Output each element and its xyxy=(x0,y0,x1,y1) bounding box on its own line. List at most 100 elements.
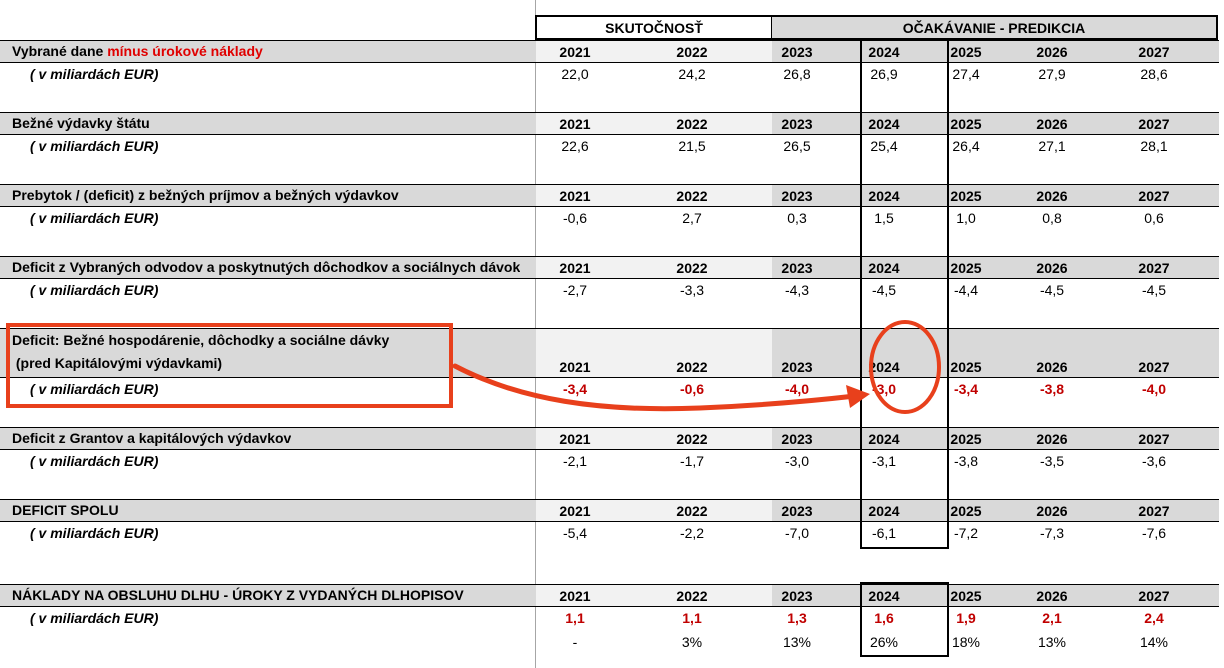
value-cell: -3,6 xyxy=(1141,453,1167,469)
year-header-cell: 2027 xyxy=(1138,431,1170,447)
section-title-line1: Deficit: Bežné hospodárenie, dôchodky a … xyxy=(12,332,390,348)
value-cell: -3,4 xyxy=(562,381,588,397)
actual-columns-shade xyxy=(536,585,772,606)
section-title: Vybrané dane mínus úrokové náklady xyxy=(12,42,263,60)
value-row: ( v miliardách EUR) -2,7 -3,3 -4,3 -4,5 -4,4 -… xyxy=(0,279,1219,303)
value-cell: -3,8 xyxy=(953,453,979,469)
year-header-cell: 2021 xyxy=(559,44,591,60)
actual-columns-shade xyxy=(536,500,772,521)
value-cell: 24,2 xyxy=(678,66,706,82)
year-header-cell: 2024 xyxy=(868,588,900,604)
value-cell: 26,9 xyxy=(870,66,898,82)
year-header-cell: 2022 xyxy=(676,44,708,60)
value-cell: 2,1 xyxy=(1042,610,1062,626)
group-header-row: SKUTOČNOSŤ OČAKÁVANIE - PREDIKCIA xyxy=(535,15,1219,40)
value-cell: 27,4 xyxy=(952,66,980,82)
value-cell: 1,6 xyxy=(874,610,894,626)
year-header-cell: 2021 xyxy=(559,359,591,375)
year-header-cell: 2026 xyxy=(1036,116,1068,132)
value-cell: -7,2 xyxy=(953,525,979,541)
year-header-cell: 2025 xyxy=(950,116,982,132)
growth-row: - 3% 13% 26% 18% 13% 14% xyxy=(0,631,1219,655)
section-title: DEFICIT SPOLU xyxy=(12,502,119,518)
value-cell: 1,9 xyxy=(956,610,976,626)
value-cell: -4,0 xyxy=(1141,381,1167,397)
value-cell: -1,7 xyxy=(679,453,705,469)
value-row: ( v miliardách EUR) -3,4 -0,6 -4,0 -3,0 -3,4 -… xyxy=(0,378,1219,402)
year-header-cell: 2025 xyxy=(950,359,982,375)
unit-label: ( v miliardách EUR) xyxy=(30,525,159,541)
value-row: ( v miliardách EUR) 1,1 1,1 1,3 1,6 1,9 2,1 2,4 xyxy=(0,607,1219,631)
actual-columns-shade xyxy=(536,41,772,62)
year-header-cell: 2022 xyxy=(676,116,708,132)
unit-label: ( v miliardách EUR) xyxy=(30,453,159,469)
year-header-cell: 2024 xyxy=(868,503,900,519)
value-cell: -4,4 xyxy=(953,282,979,298)
value-cell: -2,1 xyxy=(562,453,588,469)
year-header-cell: 2021 xyxy=(559,188,591,204)
value-cell: 27,9 xyxy=(1038,66,1066,82)
value-cell: -3,5 xyxy=(1039,453,1065,469)
unit-label: ( v miliardách EUR) xyxy=(30,381,159,397)
section-header-row: Deficit: Bežné hospodárenie, dôchodky a … xyxy=(0,328,1219,378)
actual-columns-shade xyxy=(536,257,772,278)
value-cell: 26,8 xyxy=(783,66,811,82)
value-cell: 2,7 xyxy=(682,210,702,226)
value-cell: -5,4 xyxy=(562,525,588,541)
value-row: ( v miliardách EUR) -0,6 2,7 0,3 1,5 1,0 0,8 0,… xyxy=(0,207,1219,231)
unit-label: ( v miliardách EUR) xyxy=(30,282,159,298)
value-cell: -3,0 xyxy=(871,381,897,397)
year-header-cell: 2026 xyxy=(1036,503,1068,519)
section-title: Deficit z Grantov a kapitálových výdavko… xyxy=(12,430,292,446)
year-header-cell: 2027 xyxy=(1138,188,1170,204)
section-header-row: Vybrané dane mínus úrokové náklady 2021 20… xyxy=(0,40,1219,63)
year-header-cell: 2022 xyxy=(676,188,708,204)
actual-columns-shade xyxy=(536,185,772,206)
value-cell: 0,8 xyxy=(1042,210,1062,226)
group-header-prediction: OČAKÁVANIE - PREDIKCIA xyxy=(771,15,1218,40)
section-title-text: Vybrané dane xyxy=(12,43,108,59)
value-row: ( v miliardách EUR) 22,6 21,5 26,5 25,4 26,4 2… xyxy=(0,135,1219,159)
section-title: Deficit: Bežné hospodárenie, dôchodky a … xyxy=(12,329,389,375)
value-row: ( v miliardách EUR) 22,0 24,2 26,8 26,9 27,4 2… xyxy=(0,63,1219,87)
value-cell: -7,6 xyxy=(1141,525,1167,541)
year-header-cell: 2026 xyxy=(1036,44,1068,60)
year-header-cell: 2026 xyxy=(1036,431,1068,447)
value-cell: -2,7 xyxy=(562,282,588,298)
value-cell: 1,3 xyxy=(787,610,807,626)
year-header-cell: 2024 xyxy=(868,188,900,204)
section-header-row: Deficit z Grantov a kapitálových výdavko… xyxy=(0,427,1219,450)
section-header-row: Deficit z Vybraných odvodov a poskytnutý… xyxy=(0,256,1219,279)
year-header-cell: 2025 xyxy=(950,503,982,519)
value-cell: 1,1 xyxy=(565,610,585,626)
year-header-cell: 2027 xyxy=(1138,260,1170,276)
year-header-cell: 2026 xyxy=(1036,260,1068,276)
value-cell: 28,6 xyxy=(1140,66,1168,82)
section-header-row: Bežné výdavky štátu 2021 2022 2023 2024 2025 2… xyxy=(0,112,1219,135)
value-cell: -0,6 xyxy=(679,381,705,397)
year-header-cell: 2024 xyxy=(868,359,900,375)
value-cell: -4,5 xyxy=(871,282,897,298)
value-cell: -3,1 xyxy=(871,453,897,469)
value-cell: 21,5 xyxy=(678,138,706,154)
year-header-cell: 2025 xyxy=(950,431,982,447)
value-cell: 22,0 xyxy=(561,66,589,82)
section-title-highlight: mínus úrokové náklady xyxy=(107,43,263,59)
growth-cell: - xyxy=(572,634,578,650)
year-header-cell: 2027 xyxy=(1138,588,1170,604)
year-header-cell: 2021 xyxy=(559,431,591,447)
year-header-cell: 2025 xyxy=(950,188,982,204)
unit-label: ( v miliardách EUR) xyxy=(30,610,159,626)
year-header-cell: 2023 xyxy=(781,431,813,447)
year-header-cell: 2022 xyxy=(676,503,708,519)
growth-cell: 26% xyxy=(869,634,899,650)
section-header-row: Prebytok / (deficit) z bežných príjmov a… xyxy=(0,184,1219,207)
value-cell: 22,6 xyxy=(561,138,589,154)
year-header-cell: 2026 xyxy=(1036,359,1068,375)
value-cell: 26,5 xyxy=(783,138,811,154)
year-header-cell: 2027 xyxy=(1138,359,1170,375)
value-row: ( v miliardách EUR) -5,4 -2,2 -7,0 -6,1 -7,2 -… xyxy=(0,522,1219,546)
value-cell: -3,0 xyxy=(784,453,810,469)
year-header-cell: 2021 xyxy=(559,116,591,132)
